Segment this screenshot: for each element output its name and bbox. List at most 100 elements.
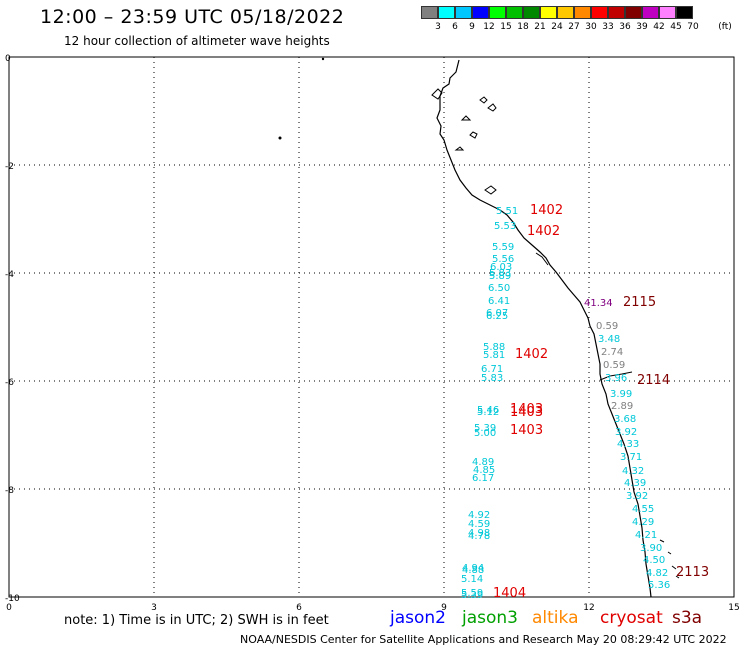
map-subtitle: 12 hour collection of altimeter wave hei… xyxy=(64,34,330,48)
y-tick-label: -10 xyxy=(5,594,20,604)
legend-label: 24 xyxy=(551,22,563,32)
pass-time-label: 2115 xyxy=(623,295,656,310)
wave-height-value: 5.36 xyxy=(648,580,670,591)
small-island xyxy=(321,57,325,61)
wave-height-value: 3.71 xyxy=(620,452,642,463)
y-tick-label: -2 xyxy=(5,162,14,172)
wave-height-value: 4.50 xyxy=(643,555,665,566)
wave-height-value: 5.83 xyxy=(481,373,503,384)
legend-swatch xyxy=(472,6,489,19)
pass-time-label: 2114 xyxy=(637,373,670,388)
wave-height-value: 6.17 xyxy=(472,473,494,484)
x-tick-label: 3 xyxy=(151,603,157,613)
wave-height-value: 4.92 xyxy=(468,510,490,521)
footer-credit: NOAA/NESDIS Center for Satellite Applica… xyxy=(240,633,727,646)
wave-height-value: 4.21 xyxy=(635,530,657,541)
wave-height-value: 4.94 xyxy=(462,563,484,574)
wave-height-value: 4.78 xyxy=(468,531,490,542)
footer-note: note: 1) Time is in UTC; 2) SWH is in fe… xyxy=(64,613,329,628)
wave-height-value: 0.59 xyxy=(596,321,618,332)
pass-time-label: 1402 xyxy=(515,347,548,362)
pass-time-label: 2113 xyxy=(676,565,709,580)
wave-height-value: 5.59 xyxy=(461,588,483,599)
wave-height-value: 6.03 xyxy=(490,262,512,273)
x-tick-label: 9 xyxy=(441,603,447,613)
wave-height-value: 41.34 xyxy=(584,298,613,309)
legend-label: 18 xyxy=(517,22,529,32)
x-tick-label: 6 xyxy=(296,603,302,613)
color-legend xyxy=(421,6,693,19)
wave-height-value: 5.00 xyxy=(474,428,496,439)
wave-height-value: 3.96 xyxy=(605,373,627,384)
y-tick-label: -8 xyxy=(5,486,14,496)
pass-time-label: 1403 xyxy=(510,423,543,438)
x-tick-label: 0 xyxy=(6,603,12,613)
satellite-altika: altika xyxy=(532,608,579,628)
wave-height-value: 5.88 xyxy=(483,342,505,353)
legend-swatch xyxy=(506,6,523,19)
legend-swatch xyxy=(557,6,574,19)
legend-label: 27 xyxy=(568,22,580,32)
legend-label: 21 xyxy=(534,22,546,32)
satellite-jason2: jason2 xyxy=(390,608,446,628)
pass-time-label: 1403 xyxy=(510,405,543,420)
wave-height-value: 4.98 xyxy=(468,528,490,539)
wave-height-value: 5.83 xyxy=(489,268,511,279)
wave-height-value: 3.99 xyxy=(610,389,632,400)
legend-label: 42 xyxy=(653,22,665,32)
legend-label: 15 xyxy=(500,22,512,32)
legend-swatch xyxy=(421,6,438,19)
wave-height-value: 3.48 xyxy=(598,334,620,345)
legend-label: 9 xyxy=(469,22,475,32)
satellite-jason3: jason3 xyxy=(462,608,518,628)
wave-height-value: 4.29 xyxy=(632,517,654,528)
pass-time-label: 1402 xyxy=(530,203,563,218)
wave-height-value: 2.74 xyxy=(601,347,623,358)
map-grid xyxy=(9,57,734,597)
y-tick-label: -6 xyxy=(5,378,14,388)
color-legend-labels: 3 6 9 12 15 18 21 24 27 30 33 36 39 42 45 70 (ft) xyxy=(421,22,740,36)
wave-height-value: 5.56 xyxy=(492,254,514,265)
wave-height-value: 3.90 xyxy=(640,543,662,554)
map-frame xyxy=(8,56,735,598)
wave-height-value: 6.50 xyxy=(488,283,510,294)
legend-label: 36 xyxy=(619,22,631,32)
wave-height-value: 3.68 xyxy=(614,414,636,425)
wave-height-value: 4.89 xyxy=(472,457,494,468)
legend-label: 30 xyxy=(585,22,597,32)
legend-label: 39 xyxy=(636,22,648,32)
wave-height-value: 5.81 xyxy=(483,350,505,361)
wave-height-value: 4.32 xyxy=(622,466,644,477)
wave-height-value: 4.85 xyxy=(473,465,495,476)
legend-label: 3 xyxy=(435,22,441,32)
legend-swatch xyxy=(455,6,472,19)
legend-swatch xyxy=(642,6,659,19)
legend-label: 6 xyxy=(452,22,458,32)
wave-height-value: 4.55 xyxy=(632,504,654,515)
wave-height-value: 6.25 xyxy=(486,311,508,322)
wave-height-value: 4.88 xyxy=(462,565,484,576)
wave-height-value: 5.12 xyxy=(477,407,499,418)
wave-height-value: 5.51 xyxy=(496,206,518,217)
coastline xyxy=(436,59,652,598)
y-tick-label: 0 xyxy=(5,54,11,64)
y-tick-label: -4 xyxy=(5,270,14,280)
pass-time-label: 1404 xyxy=(493,586,526,601)
wave-height-value: 2.89 xyxy=(611,401,633,412)
pass-time-label: 1403 xyxy=(510,402,543,417)
observation-labels: 5.515.535.595.566.035.835.896.506.416.07… xyxy=(461,206,670,601)
legend-swatch xyxy=(489,6,506,19)
wave-height-value: 6.07 xyxy=(486,308,508,319)
legend-swatch xyxy=(438,6,455,19)
legend-swatch xyxy=(625,6,642,19)
wave-height-value: 5.14 xyxy=(461,574,483,585)
x-tick-label: 12 xyxy=(583,603,594,613)
wave-height-value: 5.39 xyxy=(461,590,483,601)
wave-height-value: 4.59 xyxy=(468,519,490,530)
wave-height-value: 6.41 xyxy=(488,296,510,307)
wave-height-value: 5.53 xyxy=(494,221,516,232)
wave-height-value: 3.92 xyxy=(615,427,637,438)
satellite-cryosat: cryosat xyxy=(600,608,663,628)
legend-swatch xyxy=(523,6,540,19)
